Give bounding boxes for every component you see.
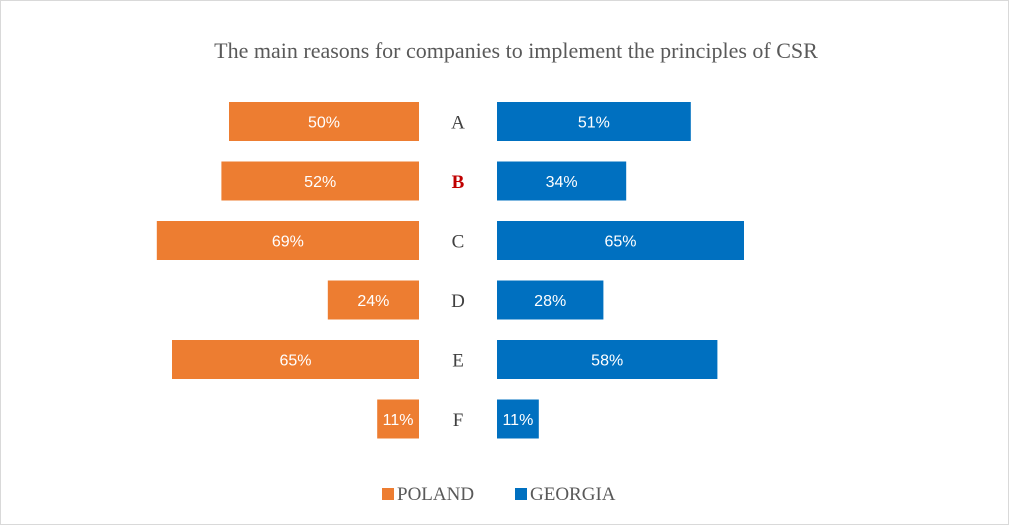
category-label-e: E [452,351,464,372]
bar-georgia-c [497,221,744,260]
bar-poland-b [221,161,419,201]
bar-poland-f [377,399,419,439]
bar-label-georgia-d: 28% [534,293,566,310]
bar-georgia-b [497,161,627,201]
bar-georgia-e [497,340,718,379]
bar-label-georgia-f: 11% [502,412,533,429]
bar-label-georgia-c: 65% [604,234,636,251]
category-label-f: F [453,410,464,431]
bar-label-poland-b: 52% [304,174,336,191]
bar-poland-c [156,221,420,260]
bar-georgia-f [497,399,539,439]
category-label-b: B [452,172,465,193]
bars-layer: 50% 51% A 52% 34% B 69% 65% C 24% 28% D 65% 58% E 11% 11… [156,102,744,439]
bar-poland-a [229,102,419,141]
category-label-c: C [452,232,465,253]
bar-label-poland-a: 50% [308,115,340,132]
bar-georgia-a [497,102,691,141]
legend-swatch-poland [382,488,394,500]
bar-georgia-d [497,280,604,320]
bar-label-poland-d: 24% [357,293,389,310]
legend-label-poland: POLAND [397,484,474,505]
bar-label-poland-e: 65% [279,353,311,370]
bar-label-poland-f: 11% [383,412,414,429]
legend: POLAND GEORGIA [382,484,616,505]
category-label-d: D [451,291,465,312]
legend-label-georgia: GEORGIA [530,484,616,505]
category-label-a: A [451,113,465,134]
chart-title: The main reasons for companies to implem… [214,38,818,63]
bar-label-poland-c: 69% [272,234,304,251]
bar-label-georgia-a: 51% [578,115,610,132]
bar-poland-d [327,280,419,320]
legend-swatch-georgia [515,488,527,500]
bar-label-georgia-e: 58% [591,353,623,370]
bar-label-georgia-b: 34% [546,174,578,191]
bar-poland-e [172,340,419,379]
